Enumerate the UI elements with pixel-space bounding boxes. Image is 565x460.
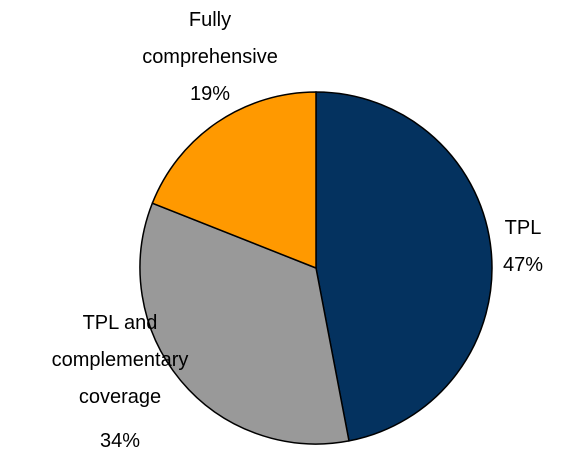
slice-label: TPL and complementary coverage 34% [30, 305, 210, 460]
pie-slice [315, 91, 493, 442]
pie-slice [139, 202, 350, 445]
category-name: Fully comprehensive [142, 9, 278, 68]
pie-slice [151, 91, 317, 270]
percent-label: 34% [99, 430, 141, 452]
percent-label: 19% [189, 83, 231, 105]
page: (() => { const data = JSON.parse(documen… [51, 2, 563, 452]
category-name: TPL [504, 217, 542, 239]
percent-label: 47% [502, 254, 544, 276]
slice-label: TPL 47% [483, 210, 563, 284]
category-name: TPL and complementary coverage [51, 312, 189, 408]
slice-label: Fully comprehensive 19% [135, 2, 285, 113]
chart [139, 91, 493, 445]
